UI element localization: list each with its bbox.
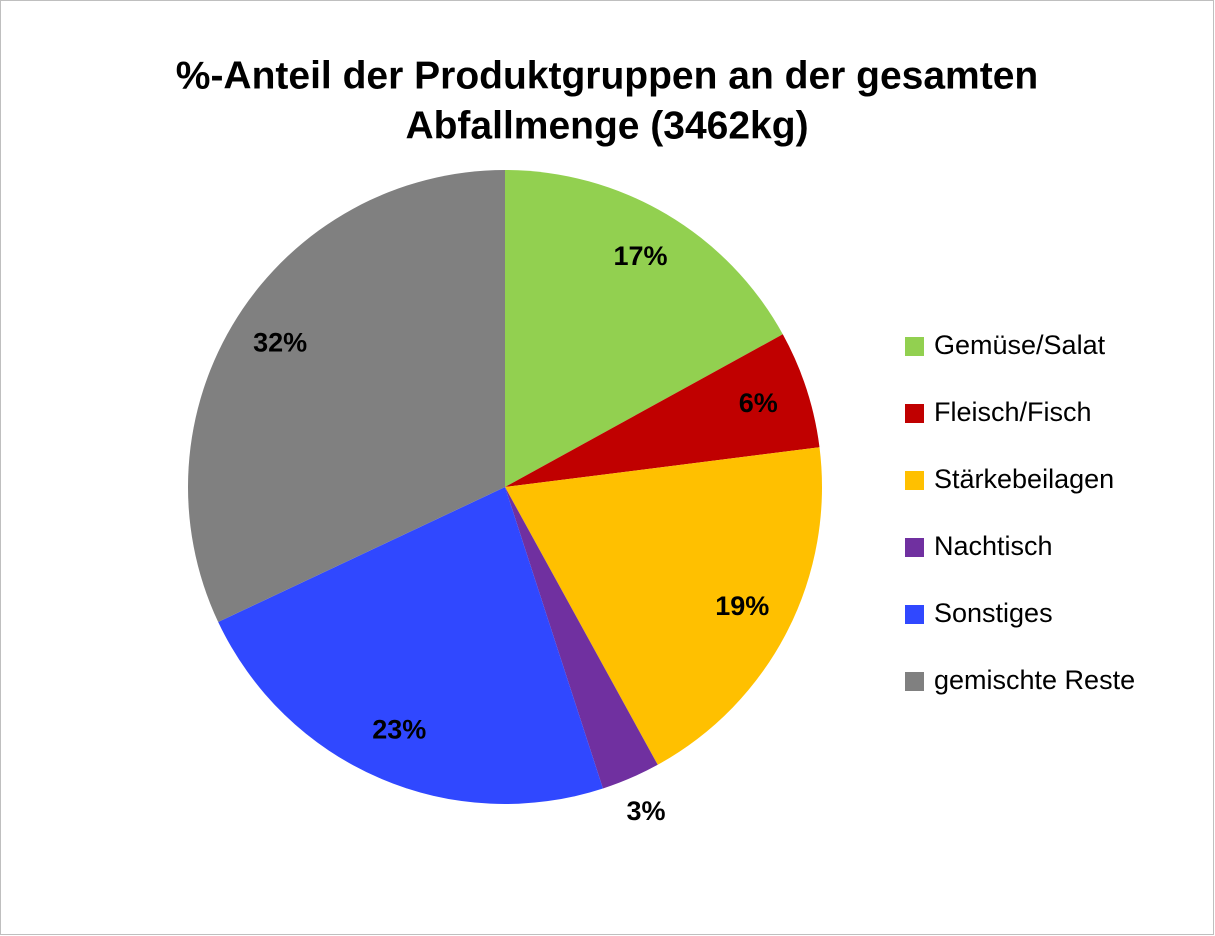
data-label: 19% (715, 591, 769, 621)
data-label: 17% (614, 241, 668, 271)
data-label: 6% (739, 388, 778, 418)
pie-slice (505, 170, 783, 487)
legend-label: Stärkebeilagen (934, 464, 1114, 494)
pie-slice (505, 447, 822, 765)
data-label: 23% (372, 715, 426, 745)
legend-label: Gemüse/Salat (934, 330, 1106, 360)
chart-title: %-Anteil der Produktgruppen an der gesam… (176, 54, 1038, 97)
legend-label: gemischte Reste (934, 665, 1135, 695)
legend-label: Nachtisch (934, 531, 1053, 561)
legend-swatch (905, 471, 924, 490)
legend-swatch (905, 672, 924, 691)
data-label: 3% (626, 796, 665, 826)
pie-slice (505, 334, 820, 487)
legend-swatch (905, 538, 924, 557)
legend-label: Fleisch/Fisch (934, 397, 1092, 427)
legend-swatch (905, 337, 924, 356)
pie-slice (187, 170, 505, 622)
legend-label: Sonstiges (934, 598, 1053, 628)
legend-swatch (905, 404, 924, 423)
data-label: 32% (253, 327, 307, 357)
pie-slice (218, 487, 603, 805)
legend-swatch (905, 605, 924, 624)
chart-title: Abfallmenge (3462kg) (405, 104, 808, 147)
pie-slice (505, 487, 658, 789)
